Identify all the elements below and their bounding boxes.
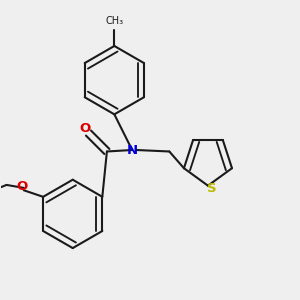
Text: CH₃: CH₃ — [105, 16, 123, 26]
Text: O: O — [79, 122, 91, 135]
Text: O: O — [17, 180, 28, 193]
Text: S: S — [207, 182, 217, 194]
Text: N: N — [127, 143, 138, 157]
